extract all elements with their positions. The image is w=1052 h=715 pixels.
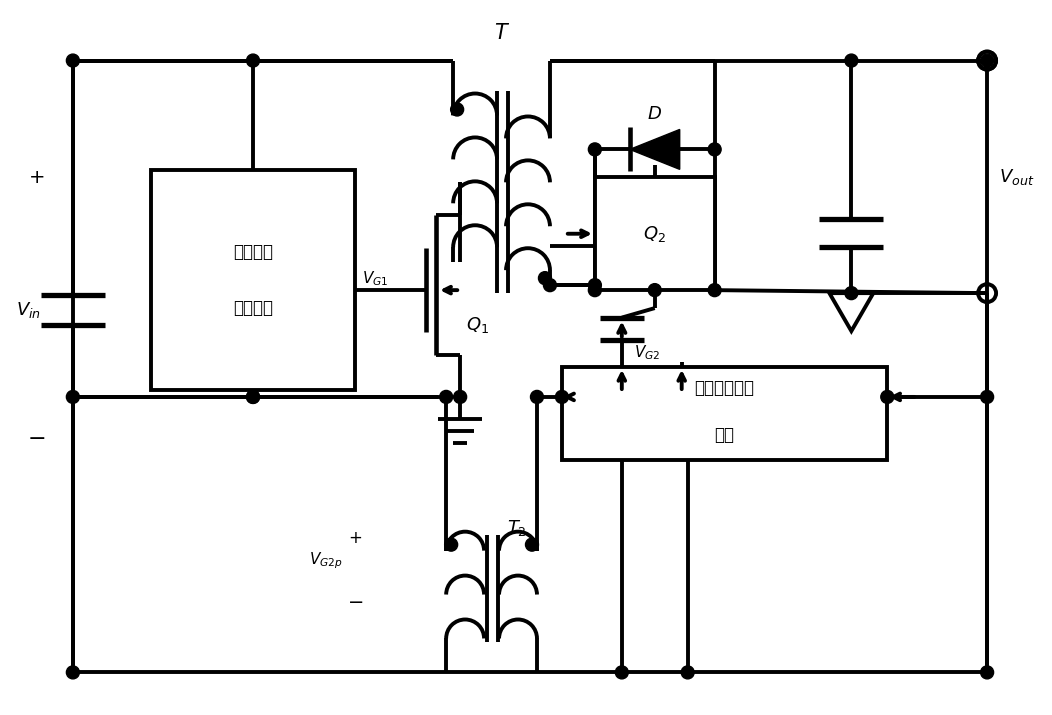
Circle shape [588, 143, 602, 156]
Text: $V_{out}$: $V_{out}$ [999, 167, 1034, 187]
Circle shape [881, 390, 894, 403]
Circle shape [555, 390, 568, 403]
Circle shape [682, 666, 694, 679]
Circle shape [66, 390, 79, 403]
Text: $V_{G2}$: $V_{G2}$ [633, 343, 661, 362]
Circle shape [980, 666, 993, 679]
Circle shape [530, 390, 544, 403]
Text: $-$: $-$ [26, 427, 45, 447]
Circle shape [845, 54, 857, 67]
Text: $V_{in}$: $V_{in}$ [17, 300, 41, 320]
Circle shape [544, 279, 557, 292]
Text: $D$: $D$ [647, 106, 663, 124]
Circle shape [648, 284, 662, 297]
Circle shape [453, 390, 467, 403]
Circle shape [588, 284, 602, 297]
Circle shape [440, 390, 452, 403]
Polygon shape [630, 129, 680, 169]
Bar [594, 177, 714, 290]
Circle shape [708, 284, 721, 297]
Circle shape [66, 666, 79, 679]
Text: 同步整流管控: 同步整流管控 [694, 380, 754, 398]
Circle shape [246, 390, 260, 403]
Text: $T$: $T$ [494, 23, 510, 43]
Text: $T_2$: $T_2$ [507, 518, 527, 538]
Circle shape [526, 538, 539, 551]
Text: $+$: $+$ [348, 528, 362, 547]
Circle shape [708, 143, 721, 156]
Circle shape [445, 538, 458, 551]
Text: 原边开关: 原边开关 [234, 243, 274, 261]
Circle shape [450, 103, 464, 116]
Text: $V_{G2p}$: $V_{G2p}$ [308, 551, 342, 571]
Circle shape [845, 287, 857, 300]
Bar [150, 170, 356, 390]
Text: $-$: $-$ [347, 591, 363, 610]
Circle shape [588, 279, 602, 292]
Text: $Q_2$: $Q_2$ [643, 224, 666, 244]
Circle shape [615, 666, 628, 679]
Circle shape [246, 390, 260, 403]
Text: 制器: 制器 [714, 426, 734, 444]
Circle shape [980, 54, 993, 67]
Text: $Q_1$: $Q_1$ [466, 315, 489, 335]
Text: $V_{G1}$: $V_{G1}$ [362, 269, 389, 287]
Circle shape [980, 390, 993, 403]
Text: 管控制器: 管控制器 [234, 299, 274, 317]
Circle shape [66, 54, 79, 67]
Circle shape [539, 272, 551, 285]
Circle shape [246, 54, 260, 67]
Polygon shape [829, 293, 873, 331]
Text: $+$: $+$ [27, 168, 44, 187]
Bar [562, 367, 887, 460]
